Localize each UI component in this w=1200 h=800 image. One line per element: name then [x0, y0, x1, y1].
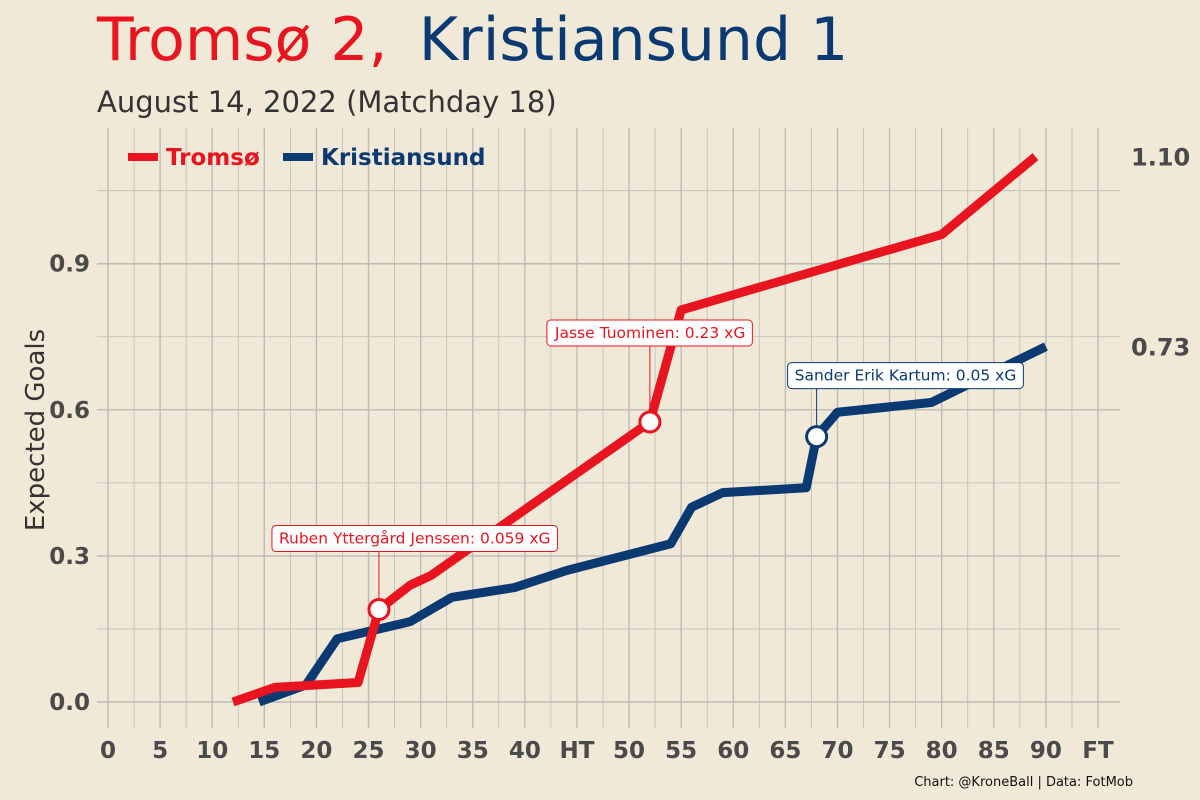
- legend: Tromsø Kristiansund: [128, 145, 485, 171]
- series-line-away: [257, 342, 1048, 707]
- x-tick-label: 40: [509, 738, 541, 764]
- credit: Chart: @KroneBall | Data: FotMob: [914, 775, 1133, 790]
- x-tick-label: 10: [196, 738, 228, 764]
- y-tick-label: 0.0: [49, 690, 90, 716]
- x-tick-label: 90: [1030, 738, 1062, 764]
- axis-ticks: 0 5 10 15 20 25 30 35 40 HT 50 55 60 65 70 75 80 85 90 FT 0.…: [49, 252, 1114, 764]
- goal-marker: [367, 597, 391, 621]
- x-tick-label: 55: [665, 738, 697, 764]
- x-tick-label: 65: [769, 738, 801, 764]
- goal-label: Jasse Tuominen: 0.23 xG: [554, 324, 745, 342]
- goal-label-box: [787, 362, 1024, 390]
- subtitle: August 14, 2022 (Matchday 18): [97, 85, 557, 119]
- x-tick-label: 50: [613, 738, 645, 764]
- title-away: Kristiansund 1: [419, 5, 849, 75]
- x-tick-label: 75: [874, 738, 906, 764]
- x-tick-label: 20: [300, 738, 332, 764]
- x-tick-label: 25: [353, 738, 385, 764]
- legend-label-home: Tromsø: [166, 145, 260, 171]
- series-line-home: [231, 153, 1039, 707]
- goal-marker: [638, 410, 662, 434]
- final-value-away: 0.73: [1131, 334, 1190, 362]
- goal-label-box: [546, 319, 753, 347]
- y-tick-label: 0.3: [49, 544, 90, 570]
- legend-label-away: Kristiansund: [321, 145, 485, 171]
- series-lines: [231, 153, 1048, 707]
- title-home: Tromsø 2,: [96, 5, 388, 75]
- x-tick-label: 70: [821, 738, 853, 764]
- x-tick-label: 30: [405, 738, 437, 764]
- x-tick-label: 80: [926, 738, 958, 764]
- x-tick-label: FT: [1082, 738, 1114, 764]
- goal-label: Sander Erik Kartum: 0.05 xG: [795, 367, 1017, 385]
- y-tick-label: 0.6: [49, 398, 90, 424]
- grid: [97, 128, 1120, 728]
- x-tick-label: 15: [248, 738, 280, 764]
- match-title: Tromsø 2, Kristiansund 1: [96, 5, 848, 75]
- goal-annotations: Ruben Yttergård Jenssen: 0.059 xG Jasse T…: [271, 319, 1024, 621]
- goal-marker: [805, 425, 829, 449]
- final-values: 1.10 0.73: [1131, 144, 1190, 362]
- y-tick-label: 0.9: [49, 252, 90, 278]
- x-tick-label: HT: [559, 738, 594, 764]
- x-tick-label: 5: [152, 738, 168, 764]
- goal-label-box: [271, 524, 559, 552]
- final-value-home: 1.10: [1131, 144, 1190, 172]
- goal-label: Ruben Yttergård Jenssen: 0.059 xG: [279, 529, 551, 547]
- x-tick-label: 35: [457, 738, 489, 764]
- y-axis-label: Expected Goals: [21, 329, 51, 531]
- x-tick-label: 60: [717, 738, 749, 764]
- x-tick-label: 85: [978, 738, 1010, 764]
- x-tick-label: 0: [100, 738, 116, 764]
